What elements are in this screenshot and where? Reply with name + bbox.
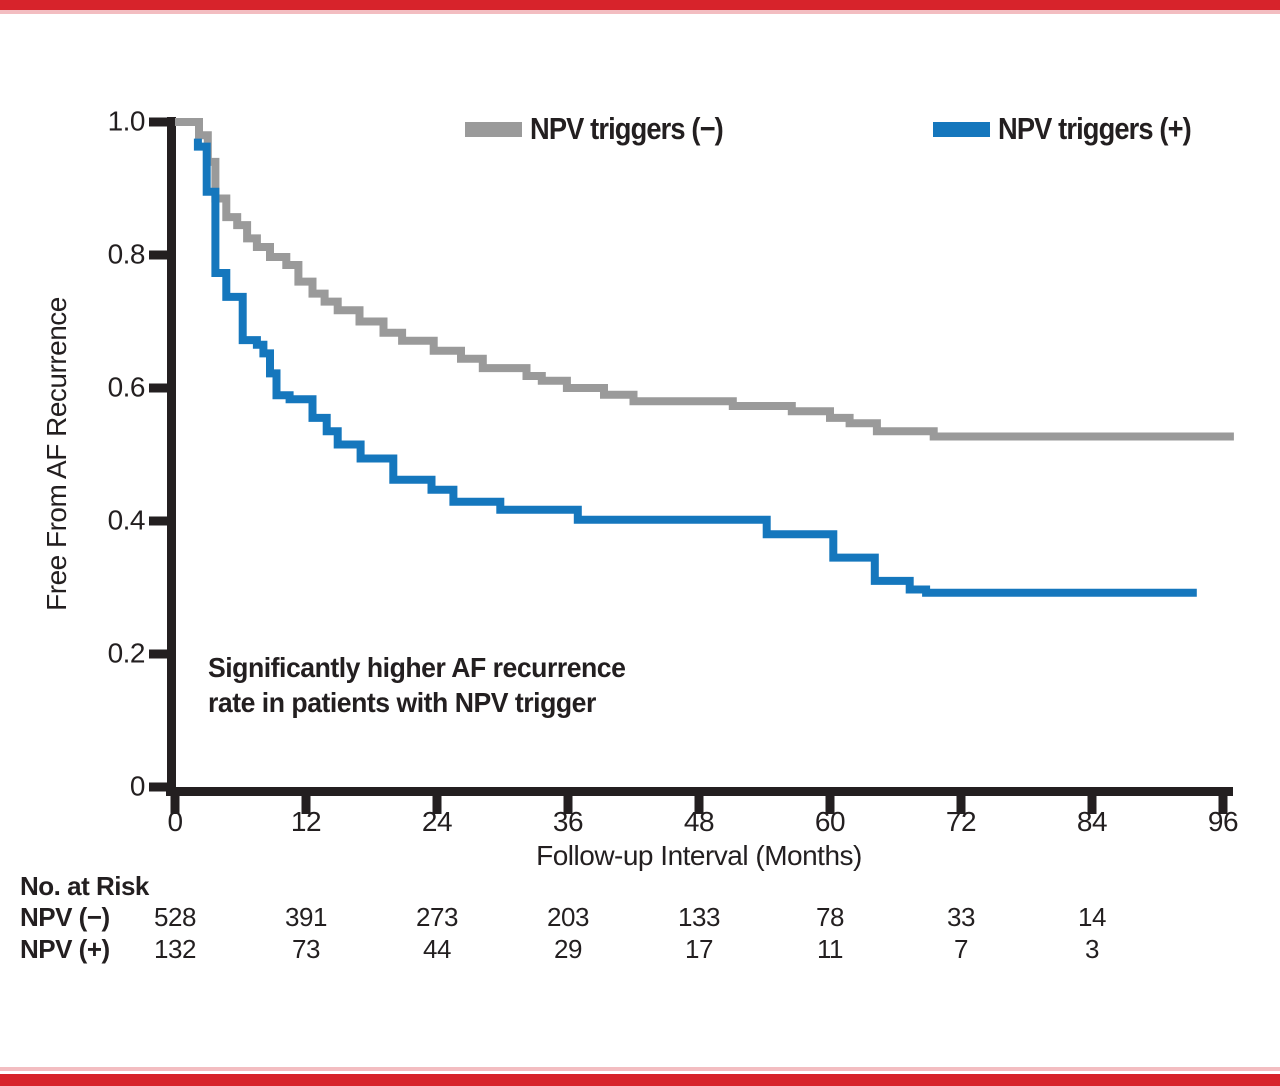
risk-value: 391 (285, 902, 327, 932)
survival-curve-npv-pos (193, 138, 1197, 597)
bottom-red-bar-fade (0, 1067, 1280, 1071)
risk-value: 11 (817, 934, 844, 964)
y-tick-label: 0.2 (107, 637, 146, 669)
x-tick (1087, 796, 1097, 814)
y-tick (149, 383, 168, 393)
x-tick-label: 0 (167, 806, 183, 837)
y-tick (149, 782, 168, 792)
annotation-line-1: Significantly higher AF recurrence (208, 652, 626, 683)
x-tick (432, 796, 442, 814)
x-axis-title: Follow-up Interval (Months) (536, 840, 862, 871)
y-tick-label: 1.0 (107, 105, 146, 137)
x-tick-label: 84 (1076, 806, 1108, 837)
y-tick (149, 250, 168, 260)
risk-value: 273 (416, 902, 458, 932)
y-tick-label: 0.8 (107, 238, 146, 270)
x-tick (956, 796, 966, 814)
risk-value: 14 (1078, 902, 1106, 932)
legend-swatch-npv-pos-icon (933, 121, 990, 137)
legend-item-npv-pos: NPV triggers (+) (933, 111, 1217, 146)
y-tick (149, 516, 168, 526)
y-tick-label: 0.4 (107, 504, 146, 536)
x-tick-label: 12 (290, 806, 322, 837)
risk-value: 29 (554, 934, 582, 964)
y-axis-line (167, 117, 176, 796)
legend-item-npv-neg: NPV triggers (−) (465, 111, 749, 146)
x-tick-label: 60 (814, 806, 846, 837)
legend-label-npv-pos: NPV triggers (+) (998, 111, 1192, 146)
risk-value: 7 (954, 934, 968, 964)
legend-label-npv-neg: NPV triggers (−) (530, 111, 724, 146)
legend-swatch-npv-neg-icon (465, 121, 522, 137)
x-tick (170, 796, 180, 814)
risk-value: 78 (816, 902, 844, 932)
survival-curve-npv-neg (175, 118, 1234, 441)
annotation-text: Significantly higher AF recurrence rate … (208, 650, 626, 720)
risk-value: 17 (685, 934, 713, 964)
risk-value: 203 (547, 902, 589, 932)
x-tick-label: 24 (421, 806, 453, 837)
risk-table-heading: No. at Risk (20, 871, 149, 901)
risk-row-label: NPV (+) (20, 934, 110, 964)
risk-value: 133 (678, 902, 720, 932)
top-red-bar-fade (0, 10, 1280, 14)
risk-value: 528 (154, 902, 196, 932)
x-tick-label: 48 (683, 806, 715, 837)
x-tick (1218, 796, 1228, 814)
x-tick-label: 96 (1207, 806, 1239, 837)
x-tick-label: 36 (552, 806, 584, 837)
x-tick (825, 796, 835, 814)
risk-value: 44 (423, 934, 451, 964)
risk-row-label: NPV (−) (20, 902, 110, 932)
risk-value: 132 (154, 934, 196, 964)
y-tick (149, 117, 168, 127)
x-tick (563, 796, 573, 814)
x-tick (694, 796, 704, 814)
top-red-bar (0, 0, 1280, 10)
x-tick-label: 72 (945, 806, 977, 837)
bottom-red-bar (0, 1074, 1280, 1086)
annotation-line-2: rate in patients with NPV trigger (208, 687, 596, 718)
x-axis-line (166, 787, 1233, 796)
risk-value: 33 (947, 902, 975, 932)
risk-value: 73 (292, 934, 320, 964)
y-tick-label: 0 (129, 770, 146, 802)
y-tick (149, 649, 168, 659)
y-axis-title: Free From AF Recurrence (41, 297, 72, 611)
risk-value: 3 (1085, 934, 1099, 964)
x-tick (301, 796, 311, 814)
y-tick-label: 0.6 (107, 371, 146, 403)
